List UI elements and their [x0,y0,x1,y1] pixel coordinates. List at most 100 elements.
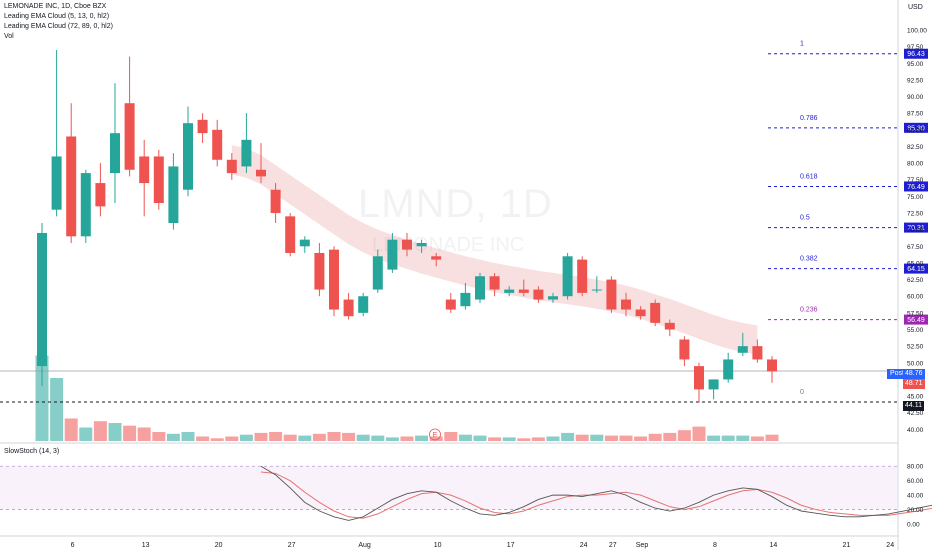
fib-ratio-label: 0.618 [800,173,818,180]
fib-ratio-label: 0.5 [800,215,810,222]
stoch-tick-label: 60.00 [907,478,924,485]
post-price-tag: 48.76 [903,369,925,379]
volume-bar [429,436,443,441]
fib-price-tag [904,122,928,133]
fib-ratio-label: 0.786 [800,115,818,122]
candle-body [752,346,763,360]
stoch-tick-label: 0.00 [907,522,920,529]
last-price-tag: 48.71 [903,379,925,389]
price-tick-label: 67.50 [907,244,924,251]
fib-price-tag [904,181,928,192]
volume-bar [750,436,764,441]
time-tick-label: 24 [886,542,894,549]
candle-body [708,379,719,390]
price-tick-label: 87.50 [907,111,924,118]
symbol-title[interactable]: LEMONADE INC, 1D, Cboe BZX [4,3,107,10]
volume-bar [35,355,49,441]
stoch-tick-label: 80.00 [907,464,924,471]
volume-bar [327,432,341,441]
candle-body [270,189,281,214]
candle-body [343,299,354,317]
fib-price-label: 96.43 [907,51,925,58]
watermark-ticker: LMND, 1D [358,182,553,226]
volume-bar [196,436,210,441]
price-tick-label: 80.00 [907,161,924,168]
indicator-ema-cloud-slow[interactable]: Leading EMA Cloud (72, 89, 0, hl2) [4,23,113,30]
price-tick-label: 45.00 [907,394,924,401]
candle-body [562,256,573,297]
candle-body [577,259,588,293]
volume-bar [269,432,283,441]
volume-bar [283,434,297,441]
candle-body [445,299,456,310]
time-tick-label: 27 [609,542,617,549]
fib-price-label: 70.31 [907,225,925,232]
price-tick-label: 92.50 [907,77,924,84]
fib-ratio-label: 0.236 [800,307,818,314]
price-tick-label: 57.50 [907,310,924,317]
volume-bar [152,432,166,441]
time-tick-label: 17 [507,542,515,549]
stoch-k-line [260,465,932,521]
price-tick-label: 62.50 [907,277,924,284]
volume-bar [342,432,356,441]
candle-body [66,136,77,237]
candle-body [694,366,704,390]
candle-body [256,169,266,177]
fib-price-tag [904,263,928,274]
price-tick-label: 60.00 [907,294,924,301]
candle-body [168,166,179,224]
price-tick-label: 40.00 [907,427,924,434]
candle-body [387,239,398,270]
volume-bar [225,436,239,441]
volume-bar [385,437,399,441]
volume-bar [619,435,633,441]
candle-body [212,129,223,160]
time-tick-label: 27 [288,542,296,549]
e-marker[interactable]: E [433,432,438,439]
volume-bar [546,436,560,441]
candle-body [723,359,734,380]
candle-body [51,156,62,210]
volume-bar [50,378,64,441]
candle-body [635,309,646,317]
stoch-legend[interactable]: SlowStoch (14, 3) [4,448,60,455]
price-tick-label: 95.00 [907,61,924,68]
volume-bar [239,434,253,441]
fib-price-tag [904,222,928,233]
indicator-volume[interactable]: Vol [4,33,14,40]
time-tick-label: 6 [71,542,75,549]
time-tick-label: 14 [770,542,778,549]
price-tick-label: 55.00 [907,327,924,334]
post-badge: Post [887,369,908,379]
volume-layer [35,355,779,441]
volume-bar [356,434,370,441]
chart-legend: LEMONADE INC, 1D, Cboe BZX Leading EMA C… [4,2,113,42]
candle-body [95,183,106,207]
candle-body [416,242,427,247]
fib-ratio-label: 0.382 [800,256,818,263]
candle-body [285,216,296,253]
volume-bar [298,435,312,441]
volume-bar [371,435,385,441]
volume-bar [707,435,721,441]
volume-bar [648,433,662,441]
volume-bar [590,434,604,441]
fib-price-label: 56.49 [907,317,925,324]
price-tick-label: 72.50 [907,211,924,218]
candle-body [606,279,617,310]
candle-body [504,289,515,293]
indicator-ema-cloud-fast[interactable]: Leading EMA Cloud (5, 13, 0, hl2) [4,13,110,20]
volume-bar [765,434,779,441]
price-tick-label: 82.50 [907,144,924,151]
volume-bar [561,432,575,441]
candle-body [650,302,661,323]
candle-body [183,123,193,190]
volume-bar [166,433,180,441]
volume-bar [575,434,589,441]
time-tick-label: 21 [843,542,851,549]
candle-body [548,296,558,300]
stoch-tick-label: 20.00 [907,507,924,514]
